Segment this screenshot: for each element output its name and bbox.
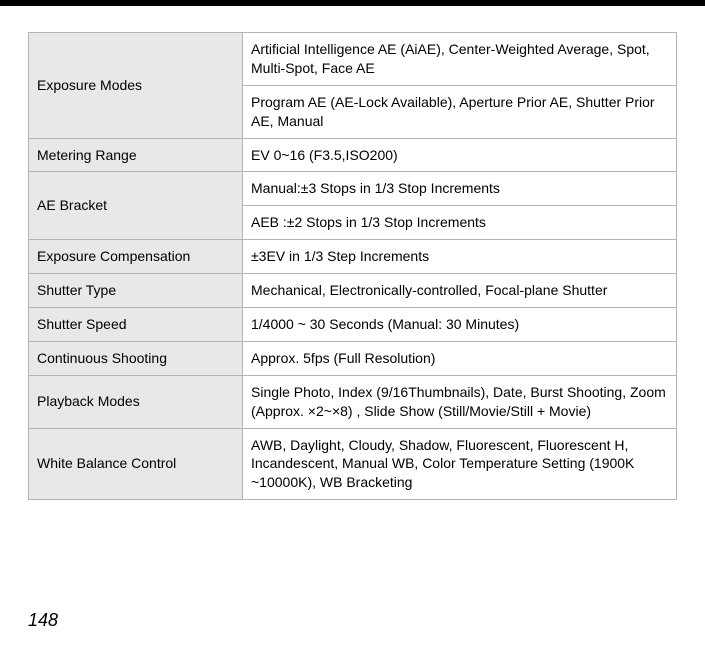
spec-label: Metering Range — [29, 138, 243, 172]
spec-value: Mechanical, Electronically-controlled, F… — [243, 274, 677, 308]
spec-label: White Balance Control — [29, 428, 243, 500]
spec-label: Playback Modes — [29, 375, 243, 428]
spec-table: Exposure Modes Artificial Intelligence A… — [28, 32, 677, 500]
spec-value: AWB, Daylight, Cloudy, Shadow, Fluoresce… — [243, 428, 677, 500]
spec-label: Exposure Compensation — [29, 240, 243, 274]
spec-value: Approx. 5fps (Full Resolution) — [243, 341, 677, 375]
table-row: Continuous Shooting Approx. 5fps (Full R… — [29, 341, 677, 375]
page-number: 148 — [28, 610, 677, 645]
table-row: Shutter Type Mechanical, Electronically-… — [29, 274, 677, 308]
spec-value: 1/4000 ~ 30 Seconds (Manual: 30 Minutes) — [243, 308, 677, 342]
table-row: Playback Modes Single Photo, Index (9/16… — [29, 375, 677, 428]
table-row: White Balance Control AWB, Daylight, Clo… — [29, 428, 677, 500]
table-row: Exposure Compensation ±3EV in 1/3 Step I… — [29, 240, 677, 274]
table-row: AE Bracket Manual:±3 Stops in 1/3 Stop I… — [29, 172, 677, 206]
spec-label: AE Bracket — [29, 172, 243, 240]
spec-value: Program AE (AE-Lock Available), Aperture… — [243, 85, 677, 138]
spec-value: Manual:±3 Stops in 1/3 Stop Increments — [243, 172, 677, 206]
table-row: Metering Range EV 0~16 (F3.5,ISO200) — [29, 138, 677, 172]
spec-value: EV 0~16 (F3.5,ISO200) — [243, 138, 677, 172]
table-row: Exposure Modes Artificial Intelligence A… — [29, 33, 677, 86]
table-row: Shutter Speed 1/4000 ~ 30 Seconds (Manua… — [29, 308, 677, 342]
spec-value: Single Photo, Index (9/16Thumbnails), Da… — [243, 375, 677, 428]
spec-value: AEB :±2 Stops in 1/3 Stop Increments — [243, 206, 677, 240]
page-content: Exposure Modes Artificial Intelligence A… — [0, 32, 705, 645]
spec-label: Continuous Shooting — [29, 341, 243, 375]
spec-value: ±3EV in 1/3 Step Increments — [243, 240, 677, 274]
spec-label: Exposure Modes — [29, 33, 243, 139]
spec-label: Shutter Speed — [29, 308, 243, 342]
spec-label: Shutter Type — [29, 274, 243, 308]
top-bar — [0, 0, 705, 6]
spec-value: Artificial Intelligence AE (AiAE), Cente… — [243, 33, 677, 86]
